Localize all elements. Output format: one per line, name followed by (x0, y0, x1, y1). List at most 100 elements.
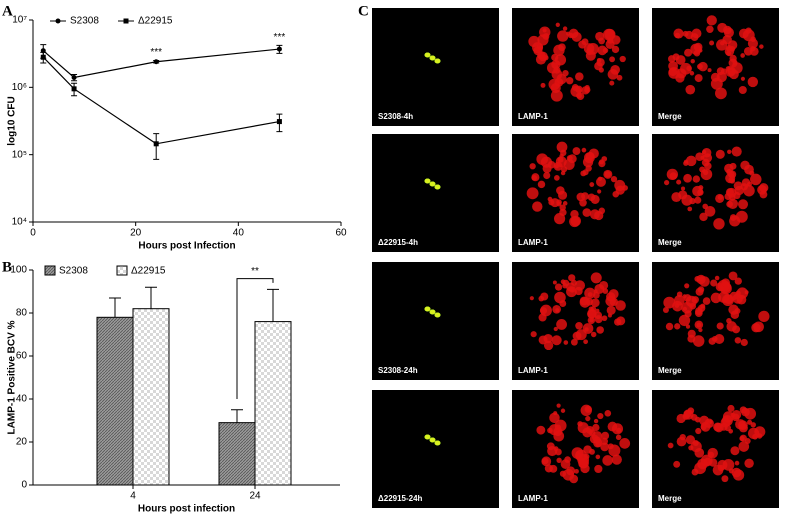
red-spot (560, 166, 568, 173)
red-spot (594, 311, 603, 320)
red-spot (687, 329, 696, 338)
red-spot (727, 149, 732, 155)
green-spot (424, 178, 431, 184)
bar (96, 316, 134, 486)
marker (55, 18, 61, 24)
red-spot (700, 168, 713, 181)
red-spot (608, 289, 619, 300)
bar (218, 422, 256, 486)
red-spot (734, 277, 742, 285)
red-spot (575, 72, 584, 81)
micrograph: Merge (424, 8, 779, 126)
green-spot (424, 434, 431, 440)
red-spot (730, 446, 740, 456)
red-spot (749, 46, 759, 56)
red-spot (676, 291, 683, 298)
image-label: S2308-24h (378, 366, 418, 375)
red-spot (675, 73, 685, 83)
micrograph: LAMP-1 (512, 390, 639, 508)
red-spot (733, 181, 743, 191)
red-spot (556, 403, 561, 408)
red-spot (559, 208, 567, 217)
image-label: Merge (658, 112, 682, 121)
red-spot (699, 212, 708, 222)
image-bg (512, 8, 639, 126)
micrograph: Merge (424, 390, 779, 508)
red-spot (686, 65, 692, 72)
red-spot (728, 428, 734, 434)
red-spot (759, 44, 764, 49)
marker (123, 18, 129, 24)
red-spot (664, 179, 670, 186)
red-spot (729, 215, 741, 227)
image-label: Merge (658, 238, 682, 247)
red-spot (549, 464, 558, 473)
red-spot (562, 201, 568, 206)
annotation: *** (150, 47, 162, 58)
red-spot (590, 331, 597, 338)
image-label: Merge (658, 366, 682, 375)
red-spot (694, 196, 702, 204)
red-spot (553, 326, 558, 332)
red-spot (694, 320, 704, 330)
red-spot (550, 89, 563, 102)
red-spot (607, 443, 614, 450)
red-spot (551, 59, 561, 70)
legend-label: Δ22915 (131, 266, 166, 277)
red-spot (571, 31, 582, 42)
red-spot (600, 442, 610, 452)
red-spot (739, 434, 747, 442)
legend-label: S2308 (59, 266, 88, 277)
red-spot (683, 173, 692, 183)
error-bar (109, 297, 121, 318)
red-spot (666, 168, 679, 181)
bracket (236, 278, 274, 399)
y-tick-label: 80 (16, 308, 28, 319)
red-spot (716, 67, 725, 76)
image-label: LAMP-1 (518, 366, 548, 375)
error-bar (145, 286, 157, 309)
red-spot (619, 437, 631, 449)
micrograph: Δ22915-24h (372, 390, 499, 508)
line (42, 48, 280, 79)
red-spot (585, 50, 596, 61)
x-tick-label: 60 (335, 228, 347, 239)
micrograph: S2308-4h (372, 8, 499, 126)
red-spot (687, 407, 695, 415)
red-spot (593, 418, 599, 424)
red-spot (547, 160, 556, 169)
red-spot (717, 459, 728, 471)
red-spot (537, 180, 546, 189)
red-spot (615, 300, 626, 311)
red-spot (721, 475, 729, 483)
red-spot (530, 331, 537, 338)
red-spot (758, 310, 770, 322)
red-spot (587, 309, 597, 319)
red-spot (694, 448, 705, 458)
red-spot (597, 412, 604, 420)
image-label: Δ22915-4h (378, 238, 418, 247)
red-spot (574, 280, 586, 291)
red-spot (728, 176, 735, 183)
legend-swatch (44, 265, 56, 276)
red-spot (589, 182, 595, 187)
red-spot (567, 154, 577, 164)
red-spot (692, 175, 701, 183)
marker (40, 54, 46, 60)
legend-label: Δ22915 (138, 16, 173, 27)
red-spot (719, 422, 728, 431)
red-spot (710, 72, 720, 82)
red-spot (728, 304, 739, 315)
red-spot (687, 206, 693, 212)
red-spot (609, 80, 615, 86)
red-spot (728, 271, 738, 281)
image-bg (652, 262, 779, 380)
red-spot (568, 274, 576, 282)
marker (71, 74, 77, 80)
red-spot (697, 189, 704, 196)
red-spot (749, 170, 755, 176)
red-spot (556, 186, 565, 195)
red-spot (599, 159, 605, 165)
bar (132, 308, 170, 486)
red-spot (710, 279, 718, 287)
